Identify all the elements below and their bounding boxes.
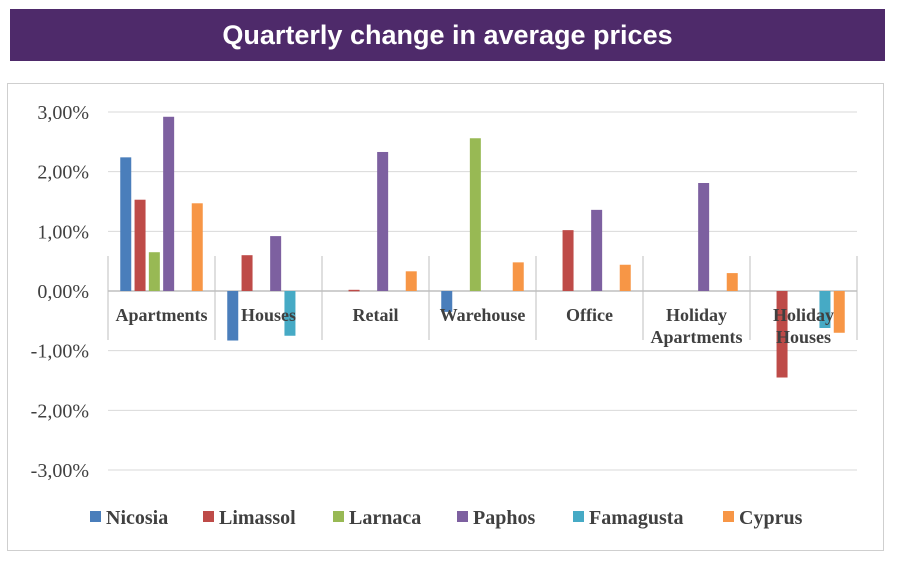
category-label: Holiday Houses (773, 305, 834, 347)
bar-cyprus-office (619, 264, 631, 291)
legend-label-cyprus: Cyprus (739, 507, 803, 529)
legend-label-paphos: Paphos (473, 507, 535, 529)
chart-title: Quarterly change in average prices (222, 19, 673, 50)
bar-paphos-retail (377, 151, 389, 291)
y-tick-label: -2,00% (31, 400, 89, 422)
chart-title-banner: Quarterly change in average prices (10, 9, 885, 61)
legend-label-larnaca: Larnaca (349, 507, 421, 529)
legend-swatch-larnaca (333, 511, 344, 522)
bar-limassol-retail (348, 289, 360, 292)
legend-label-limassol: Limassol (219, 507, 296, 529)
bar-cyprus-holiday-apartments (726, 273, 738, 291)
legend-swatch-limassol (203, 511, 214, 522)
bar-limassol-apartments (134, 199, 146, 291)
category-label: Warehouse (440, 305, 526, 325)
chart-frame (7, 83, 884, 551)
category-label: Holiday Apartments (651, 305, 743, 347)
bar-cyprus-retail (405, 271, 417, 291)
y-tick-label: 0,00% (37, 281, 89, 303)
bar-limassol-office (562, 230, 574, 291)
y-tick-label: 3,00% (37, 102, 89, 124)
category-label: Retail (353, 305, 399, 325)
legend-label-famagusta: Famagusta (589, 507, 683, 529)
category-label: Office (566, 305, 613, 325)
bar-larnaca-warehouse (469, 138, 481, 291)
y-tick-label: 1,00% (37, 221, 89, 243)
y-tick-label: 2,00% (37, 162, 89, 184)
bar-paphos-houses (270, 236, 282, 291)
bar-cyprus-warehouse (512, 262, 524, 291)
category-label: Apartments (116, 305, 208, 325)
bar-famagusta-holiday-houses (819, 291, 831, 328)
legend-label-nicosia: Nicosia (106, 507, 168, 529)
bar-limassol-holiday-houses (776, 291, 788, 378)
bar-nicosia-warehouse (441, 291, 453, 312)
bar-limassol-houses (241, 255, 253, 291)
bar-cyprus-holiday-houses (833, 291, 845, 333)
bar-nicosia-houses (227, 291, 239, 341)
y-tick-label: -3,00% (31, 460, 89, 482)
bar-paphos-holiday-apartments (698, 183, 710, 291)
bar-cyprus-apartments (191, 203, 203, 291)
bar-nicosia-apartments (120, 157, 132, 291)
legend-swatch-cyprus (723, 511, 734, 522)
legend-swatch-nicosia (90, 511, 101, 522)
bar-famagusta-houses (284, 291, 296, 336)
legend-swatch-famagusta (573, 511, 584, 522)
y-tick-label: -1,00% (31, 341, 89, 363)
bar-paphos-office (591, 209, 603, 291)
bar-larnaca-apartments (148, 252, 160, 291)
bar-paphos-apartments (163, 116, 175, 291)
legend-swatch-paphos (457, 511, 468, 522)
category-label: Houses (241, 305, 296, 325)
